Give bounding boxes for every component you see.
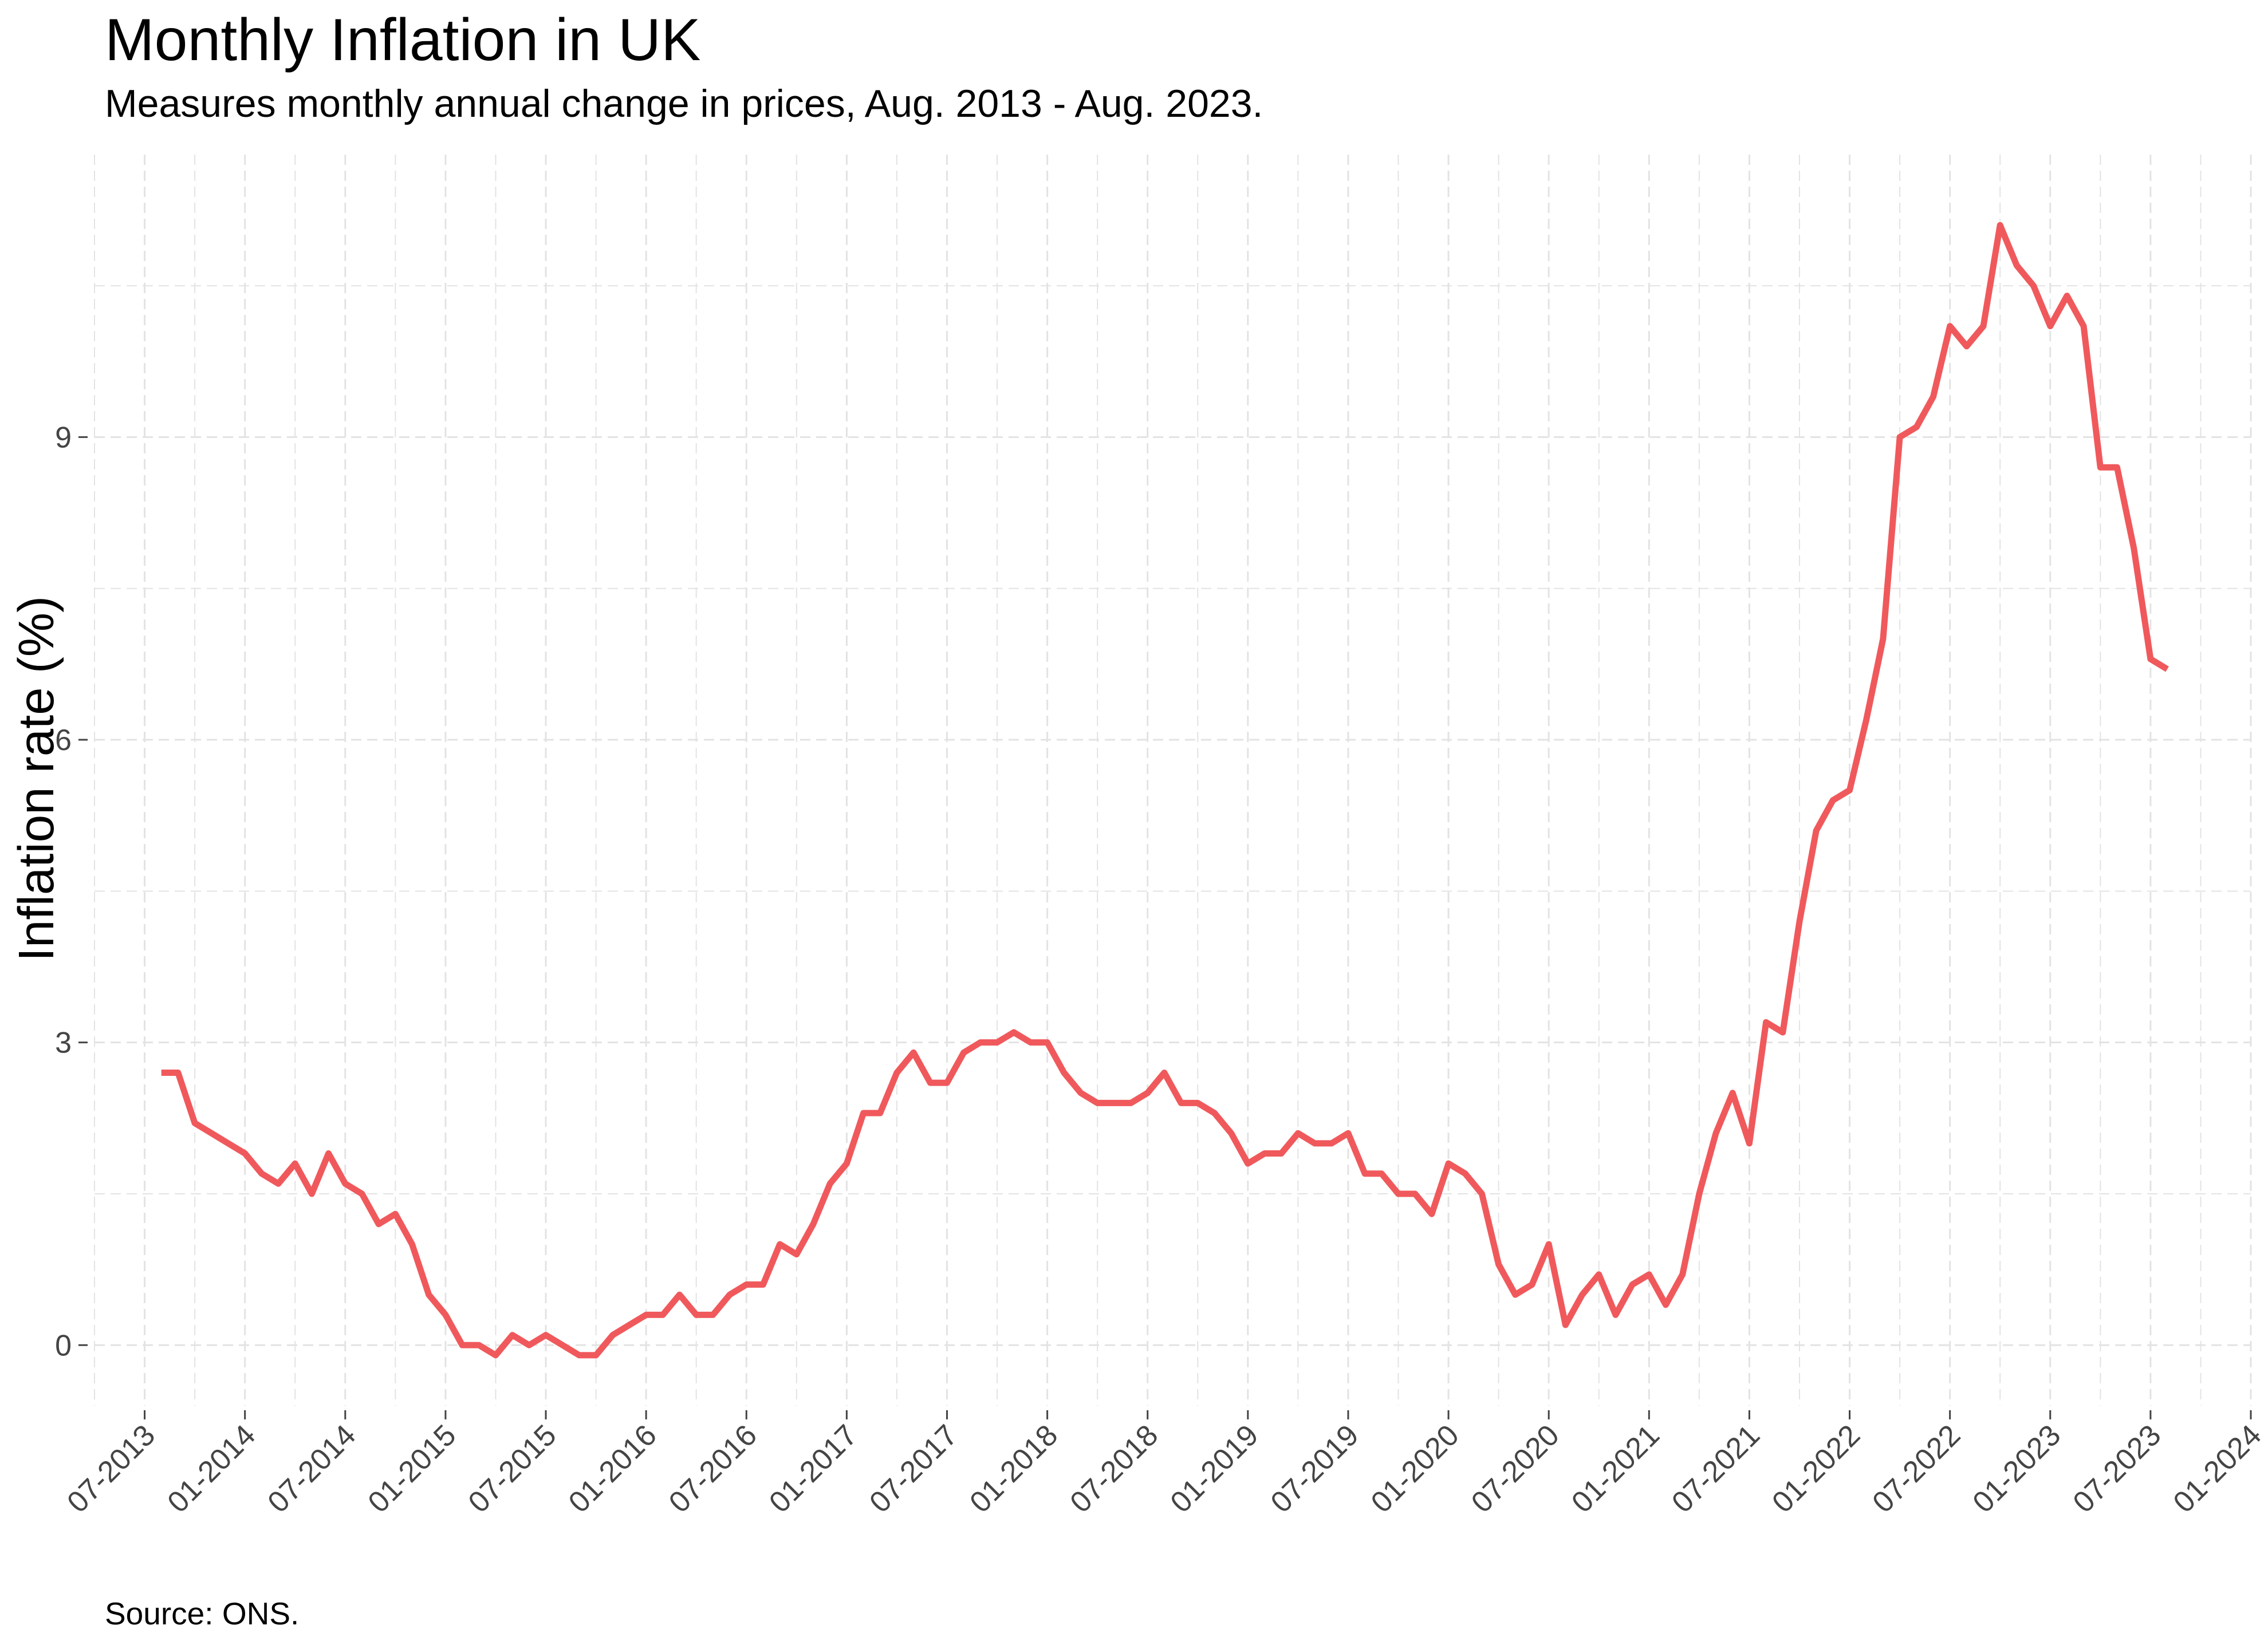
x-tick-label: 07-2014 bbox=[262, 1419, 363, 1520]
y-axis: 0 3 6 9 bbox=[55, 421, 88, 1362]
x-tick-label: 07-2021 bbox=[1665, 1419, 1766, 1520]
x-tick-label: 07-2018 bbox=[1064, 1419, 1164, 1520]
x-tick-label: 07-2016 bbox=[663, 1419, 763, 1520]
x-tick-label: 01-2021 bbox=[1565, 1419, 1666, 1520]
y-tick-label: 0 bbox=[55, 1329, 72, 1362]
x-tick-label: 01-2024 bbox=[2167, 1419, 2268, 1520]
y-tick-label: 6 bbox=[55, 724, 72, 757]
y-axis-title: Inflation rate (%) bbox=[9, 596, 64, 961]
major-gridlines bbox=[94, 155, 2252, 1406]
x-tick-label: 01-2020 bbox=[1365, 1419, 1466, 1520]
x-tick-label: 01-2023 bbox=[1967, 1419, 2068, 1520]
x-tick-label: 07-2020 bbox=[1465, 1419, 1566, 1520]
series-layer bbox=[161, 222, 2169, 1359]
source-caption: Source: ONS. bbox=[105, 1596, 300, 1631]
x-tick-label: 07-2022 bbox=[1866, 1419, 1967, 1520]
x-tick-label: 07-2023 bbox=[2067, 1419, 2168, 1520]
x-tick-label: 01-2017 bbox=[763, 1419, 864, 1520]
x-tick-label: 07-2019 bbox=[1265, 1419, 1365, 1520]
x-tick-label: 07-2013 bbox=[61, 1419, 162, 1520]
x-tick-label: 07-2015 bbox=[462, 1419, 563, 1520]
x-tick-label: 01-2019 bbox=[1164, 1419, 1265, 1520]
y-tick-label: 9 bbox=[55, 421, 72, 454]
x-axis: 07-2013 01-2014 07-2014 01-2015 07-2015 01-20… bbox=[61, 1410, 2268, 1520]
chart-title: Monthly Inflation in UK bbox=[105, 7, 701, 73]
chart-subtitle: Measures monthly annual change in prices… bbox=[105, 82, 1263, 125]
y-tick-label: 3 bbox=[55, 1027, 72, 1060]
x-tick-label: 01-2018 bbox=[963, 1419, 1064, 1520]
x-tick-label: 07-2017 bbox=[863, 1419, 964, 1520]
x-tick-label: 01-2015 bbox=[362, 1419, 463, 1520]
x-tick-label: 01-2014 bbox=[161, 1419, 262, 1520]
x-tick-label: 01-2016 bbox=[562, 1419, 663, 1520]
minor-gridlines bbox=[94, 155, 2251, 1406]
inflation-series-line bbox=[161, 222, 2169, 1359]
x-tick-label: 01-2022 bbox=[1766, 1419, 1867, 1520]
